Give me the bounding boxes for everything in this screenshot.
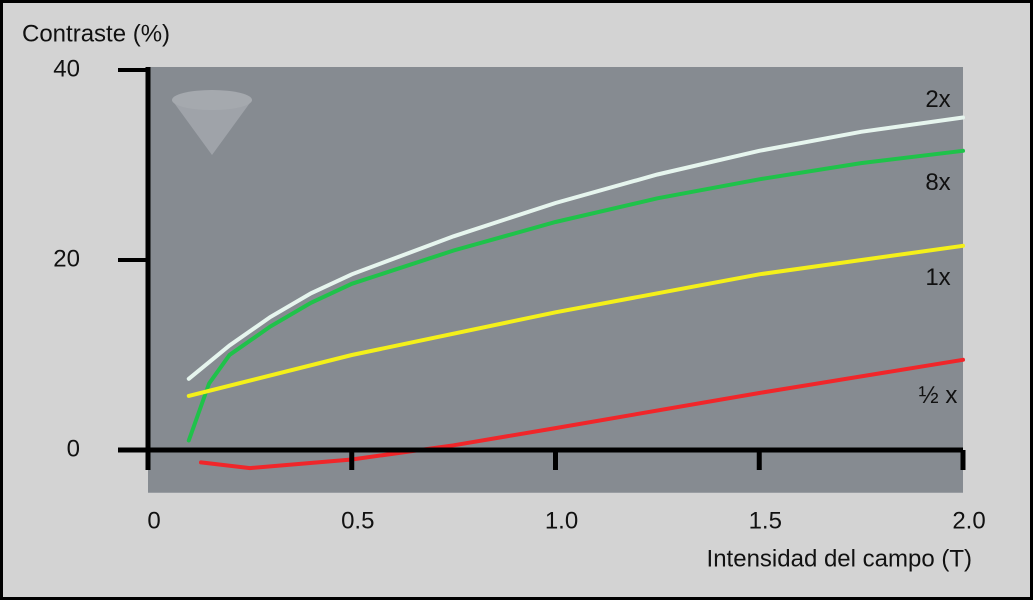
y-tick-label: 40 <box>53 55 80 82</box>
x-tick-label: 0.5 <box>341 507 374 534</box>
series-line <box>199 357 965 471</box>
x-tick-label: 0 <box>147 507 160 534</box>
y-tick-label: 20 <box>53 245 80 272</box>
x-axis-title: Intensidad del campo (T) <box>707 545 972 572</box>
series-label: ½ x <box>919 382 958 409</box>
series-line <box>186 148 965 443</box>
series-label: 1x <box>925 264 950 291</box>
x-tick-label: 2.0 <box>952 507 985 534</box>
series-line <box>186 115 965 381</box>
y-axis-title: Contraste (%) <box>22 20 170 47</box>
series-line <box>186 243 965 398</box>
x-tick-label: 1.0 <box>545 507 578 534</box>
watermark <box>172 90 252 155</box>
series-label: 2x <box>925 86 950 113</box>
series-label: 8x <box>925 169 950 196</box>
y-tick-label: 0 <box>67 435 80 462</box>
x-tick-label: 1.5 <box>749 507 782 534</box>
